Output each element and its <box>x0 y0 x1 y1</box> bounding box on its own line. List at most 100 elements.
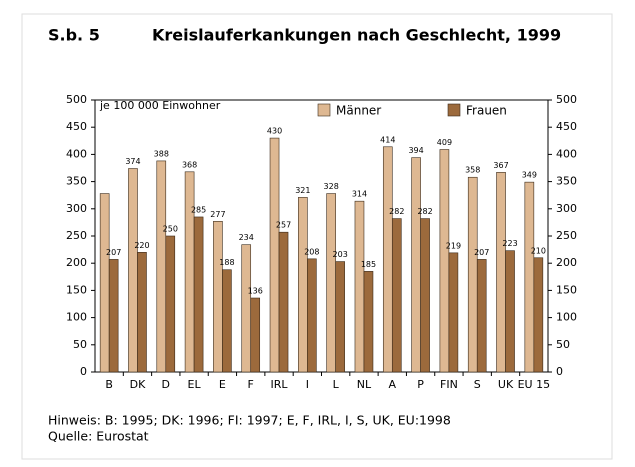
value-label: 234 <box>239 233 254 242</box>
y2-tick-label: 0 <box>556 365 563 378</box>
bar <box>467 176 478 373</box>
value-label: 223 <box>502 239 517 248</box>
value-label: 188 <box>219 258 234 267</box>
value-label: 388 <box>154 149 169 158</box>
value-label: 367 <box>493 161 508 170</box>
bar <box>156 160 167 373</box>
y2-tick-label: 250 <box>556 229 577 242</box>
bar <box>363 271 374 373</box>
y-tick-label: 300 <box>66 202 87 215</box>
bar <box>326 193 336 373</box>
y2-tick-label: 100 <box>556 311 577 324</box>
value-label: 282 <box>417 207 432 216</box>
y2-tick-label: 300 <box>556 202 577 215</box>
bar <box>193 216 204 373</box>
bar <box>524 181 535 373</box>
value-label: 430 <box>267 127 282 136</box>
frame <box>21 13 613 460</box>
x-tick-label: UK <box>498 378 514 391</box>
value-label: 203 <box>333 250 348 259</box>
value-label: 285 <box>191 205 206 214</box>
bar <box>108 259 119 373</box>
bar <box>354 200 365 373</box>
bar <box>128 168 138 373</box>
value-label: 314 <box>352 190 367 199</box>
bar <box>99 193 110 373</box>
value-label: 207 <box>474 248 489 257</box>
x-tick-label: A <box>389 378 397 391</box>
y-tick-label: 350 <box>66 175 87 188</box>
value-label: 220 <box>134 241 149 250</box>
bar <box>505 250 515 373</box>
y2-tick-label: 50 <box>556 338 570 351</box>
x-tick-label: DK <box>130 378 146 391</box>
x-tick-label: S <box>474 378 481 391</box>
y-tick-label: 250 <box>66 229 87 242</box>
bar <box>420 218 430 373</box>
value-label: 368 <box>182 160 197 169</box>
x-tick-label: I <box>306 378 309 391</box>
y-tick-label: 150 <box>66 283 87 296</box>
legend-label: Männer <box>336 104 381 118</box>
source: Quelle: Eurostat <box>48 429 149 444</box>
value-label: 349 <box>522 171 537 180</box>
x-tick-label: EL <box>188 378 202 391</box>
value-label: 328 <box>324 182 339 191</box>
value-label: 207 <box>106 248 121 257</box>
value-label: 321 <box>295 186 310 195</box>
value-label: 208 <box>304 247 319 256</box>
bar <box>278 231 289 373</box>
bar <box>241 244 252 373</box>
bar <box>269 137 280 373</box>
x-tick-label: EU 15 <box>518 378 551 391</box>
value-label: 257 <box>276 221 291 230</box>
chart-title: Kreislauferkankungen nach Geschlecht, 19… <box>152 26 561 45</box>
value-label: 277 <box>210 210 225 219</box>
value-label: 358 <box>465 166 480 175</box>
y-tick-label: 450 <box>66 120 87 133</box>
bar <box>448 252 459 373</box>
value-label: 219 <box>446 241 461 250</box>
x-tick-label: NL <box>357 378 372 391</box>
bar <box>137 252 147 373</box>
x-tick-label: P <box>417 378 424 391</box>
bar <box>165 235 176 373</box>
x-tick-label: D <box>162 378 170 391</box>
bar <box>222 269 232 373</box>
bar <box>496 172 506 373</box>
x-tick-label: L <box>333 378 340 391</box>
value-label: 282 <box>389 207 404 216</box>
y-tick-label: 100 <box>66 311 87 324</box>
bar <box>298 197 308 373</box>
y-tick-label: 400 <box>66 147 87 160</box>
x-tick-label: FIN <box>440 378 458 391</box>
note: Hinweis: B: 1995; DK: 1996; FI: 1997; E,… <box>48 413 451 428</box>
value-label: 394 <box>408 146 423 155</box>
value-label: 250 <box>163 225 178 234</box>
y2-tick-label: 400 <box>556 147 577 160</box>
annotation: je 100 000 Einwohner <box>99 99 221 112</box>
bar <box>382 146 393 373</box>
y2-tick-label: 350 <box>556 175 577 188</box>
value-label: 414 <box>380 135 395 144</box>
bar <box>411 157 421 373</box>
value-label: 136 <box>248 287 263 296</box>
bar <box>476 259 487 373</box>
header: S.b. 5 <box>48 26 100 45</box>
y-tick-label: 200 <box>66 256 87 269</box>
y2-tick-label: 500 <box>556 93 577 106</box>
legend-label: Frauen <box>466 104 507 118</box>
x-tick-label: B <box>105 378 113 391</box>
x-tick-label: IRL <box>271 378 289 391</box>
x-tick-label: E <box>219 378 226 391</box>
legend-swatch <box>317 103 331 117</box>
y2-tick-label: 200 <box>556 256 577 269</box>
bar <box>250 297 261 373</box>
bar <box>307 258 317 373</box>
bar <box>439 149 450 373</box>
value-label: 409 <box>437 138 452 147</box>
bar <box>533 257 544 373</box>
value-label: 374 <box>125 157 140 166</box>
legend-swatch <box>447 103 461 117</box>
